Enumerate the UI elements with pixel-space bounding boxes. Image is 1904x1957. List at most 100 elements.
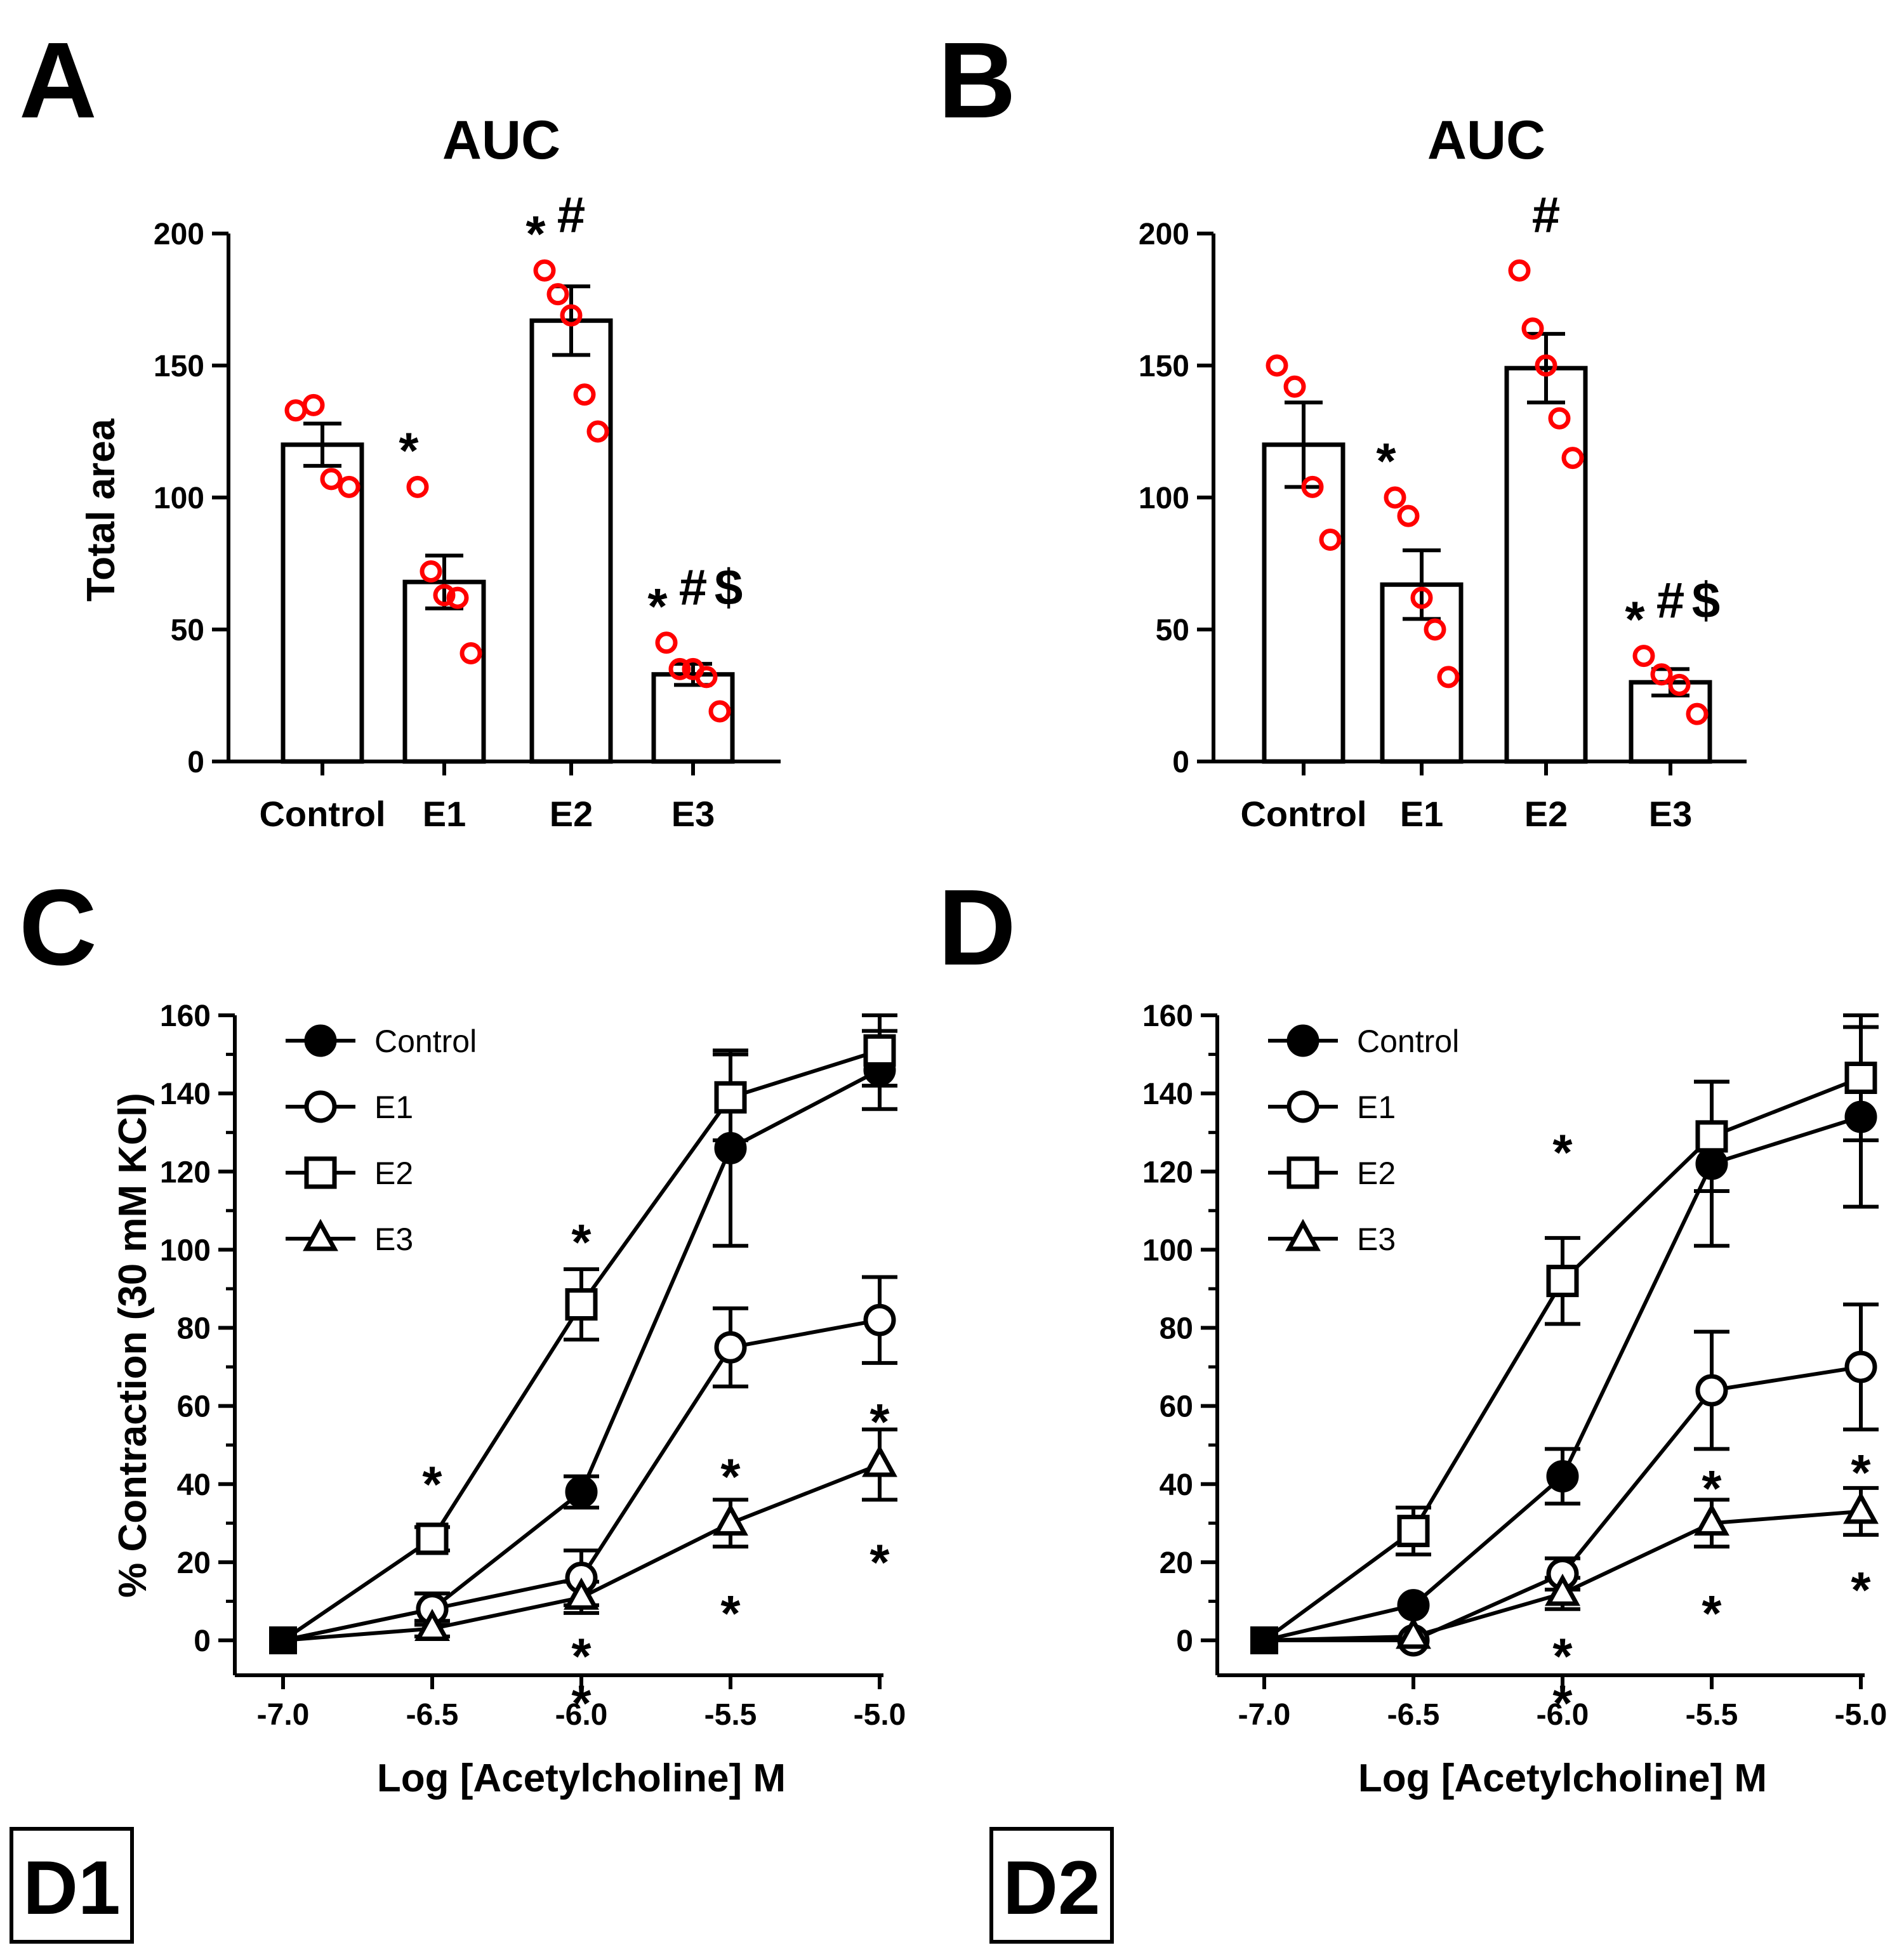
significance-mark: * bbox=[399, 422, 419, 478]
data-point-origin bbox=[269, 1626, 297, 1654]
x-category-label: E2 bbox=[1524, 794, 1568, 834]
y-tick-label: 100 bbox=[1142, 1234, 1193, 1267]
x-tick-label: -5.0 bbox=[854, 1698, 906, 1732]
x-category-label: E2 bbox=[550, 794, 593, 834]
data-point-e2 bbox=[1546, 1265, 1579, 1298]
data-point bbox=[560, 304, 583, 327]
y-axis-label: Total area bbox=[79, 418, 123, 602]
significance-mark: * bbox=[1376, 433, 1396, 489]
x-category-label: E1 bbox=[423, 794, 466, 834]
x-category-label: E1 bbox=[1400, 794, 1444, 834]
significance-mark: $ bbox=[1692, 572, 1721, 629]
significance-mark: * bbox=[1851, 1444, 1871, 1501]
y-tick-label: 80 bbox=[1160, 1312, 1193, 1346]
significance-mark: # bbox=[679, 559, 708, 616]
y-tick-label: 20 bbox=[1160, 1546, 1193, 1580]
legend-label: E1 bbox=[1357, 1090, 1396, 1125]
legend-label: E3 bbox=[374, 1222, 413, 1257]
y-tick-label: 50 bbox=[171, 614, 204, 647]
legend-marker-e2 bbox=[1286, 1156, 1319, 1189]
significance-mark: * bbox=[869, 1534, 890, 1591]
y-tick-label: 200 bbox=[154, 218, 204, 251]
significance-mark: $ bbox=[715, 559, 743, 616]
x-category-label: Control bbox=[1240, 794, 1366, 834]
significance-mark: * bbox=[571, 1628, 592, 1684]
legend-label: E2 bbox=[374, 1156, 413, 1191]
bar-e2 bbox=[1504, 366, 1588, 764]
data-point bbox=[1437, 666, 1460, 689]
y-tick-label: 0 bbox=[194, 1624, 211, 1658]
data-point-control bbox=[1546, 1460, 1579, 1492]
data-point bbox=[1686, 702, 1709, 725]
data-point-control bbox=[1844, 1100, 1877, 1133]
chart-panel-d: 0 20 40 60 80 100 120 140 160 -7.0 -6.5 -6.0 -5.5 -5.… bbox=[1142, 999, 1887, 1800]
legend-marker-e1 bbox=[304, 1090, 337, 1123]
data-point bbox=[1410, 586, 1433, 609]
data-point-e1 bbox=[863, 1303, 896, 1336]
data-point-control bbox=[1695, 1147, 1728, 1180]
significance-mark: * bbox=[526, 206, 546, 262]
x-tick-label: -7.0 bbox=[257, 1698, 310, 1732]
x-tick-label: -5.5 bbox=[1686, 1698, 1738, 1732]
data-point bbox=[302, 393, 325, 416]
bar-e1 bbox=[402, 579, 486, 764]
data-point bbox=[655, 631, 678, 654]
y-tick-label: 120 bbox=[160, 1156, 211, 1189]
data-point bbox=[668, 657, 691, 680]
data-point-e2 bbox=[416, 1522, 449, 1555]
legend-marker-control bbox=[1286, 1024, 1319, 1057]
x-axis-label: Log [Acetylcholine] M bbox=[1358, 1756, 1767, 1800]
data-point-e1 bbox=[1695, 1374, 1728, 1407]
significance-mark: * bbox=[720, 1585, 741, 1642]
y-tick-label: 100 bbox=[154, 482, 204, 515]
y-tick-label: 200 bbox=[1139, 218, 1189, 251]
data-point-e2 bbox=[714, 1081, 747, 1114]
x-tick-label: -6.0 bbox=[555, 1698, 608, 1732]
bar-e2 bbox=[529, 318, 613, 764]
data-point bbox=[1301, 475, 1324, 498]
data-point-e2 bbox=[565, 1288, 598, 1321]
x-category-label: Control bbox=[259, 794, 385, 834]
x-axis-label: Log [Acetylcholine] M bbox=[377, 1756, 786, 1800]
legend-marker-e3 bbox=[1285, 1218, 1321, 1251]
data-point-e3 bbox=[1396, 1616, 1431, 1649]
x-category-label: E3 bbox=[1649, 794, 1693, 834]
significance-mark: * bbox=[422, 1456, 442, 1513]
data-point-e3 bbox=[414, 1609, 450, 1642]
box-label-d1: D1 bbox=[23, 1845, 120, 1930]
data-point-e1 bbox=[714, 1331, 747, 1364]
y-tick-label: 60 bbox=[177, 1390, 211, 1424]
data-point-origin bbox=[1250, 1626, 1278, 1654]
significance-mark: * bbox=[571, 1214, 592, 1270]
x-tick-label: -6.0 bbox=[1537, 1698, 1589, 1732]
panel-label-d: D bbox=[938, 867, 1016, 988]
y-tick-label: 50 bbox=[1156, 614, 1189, 647]
data-point-e2 bbox=[1695, 1120, 1728, 1153]
y-tick-label: 160 bbox=[160, 999, 211, 1033]
data-point bbox=[1397, 504, 1420, 527]
significance-mark: * bbox=[720, 1448, 741, 1505]
legend-marker-e1 bbox=[1286, 1090, 1319, 1123]
significance-mark: * bbox=[1625, 591, 1645, 648]
box-label-d1-frame bbox=[10, 1827, 134, 1944]
significance-mark: * bbox=[1702, 1585, 1722, 1642]
data-point bbox=[320, 468, 343, 491]
data-point bbox=[1668, 673, 1691, 696]
y-tick-label: 120 bbox=[1142, 1156, 1193, 1189]
legend-label: Control bbox=[374, 1024, 477, 1059]
x-tick-label: -5.5 bbox=[704, 1698, 757, 1732]
data-point bbox=[1266, 354, 1288, 377]
significance-mark: # bbox=[1532, 187, 1561, 243]
data-point-e2 bbox=[863, 1034, 896, 1067]
panel-label-b: B bbox=[938, 20, 1016, 141]
significance-mark: # bbox=[1656, 572, 1685, 629]
data-point-control bbox=[714, 1131, 747, 1164]
x-category-label: E3 bbox=[671, 794, 715, 834]
significance-mark: * bbox=[1552, 1628, 1573, 1684]
x-tick-label: -7.0 bbox=[1238, 1698, 1291, 1732]
chart-title: AUC bbox=[442, 110, 560, 171]
